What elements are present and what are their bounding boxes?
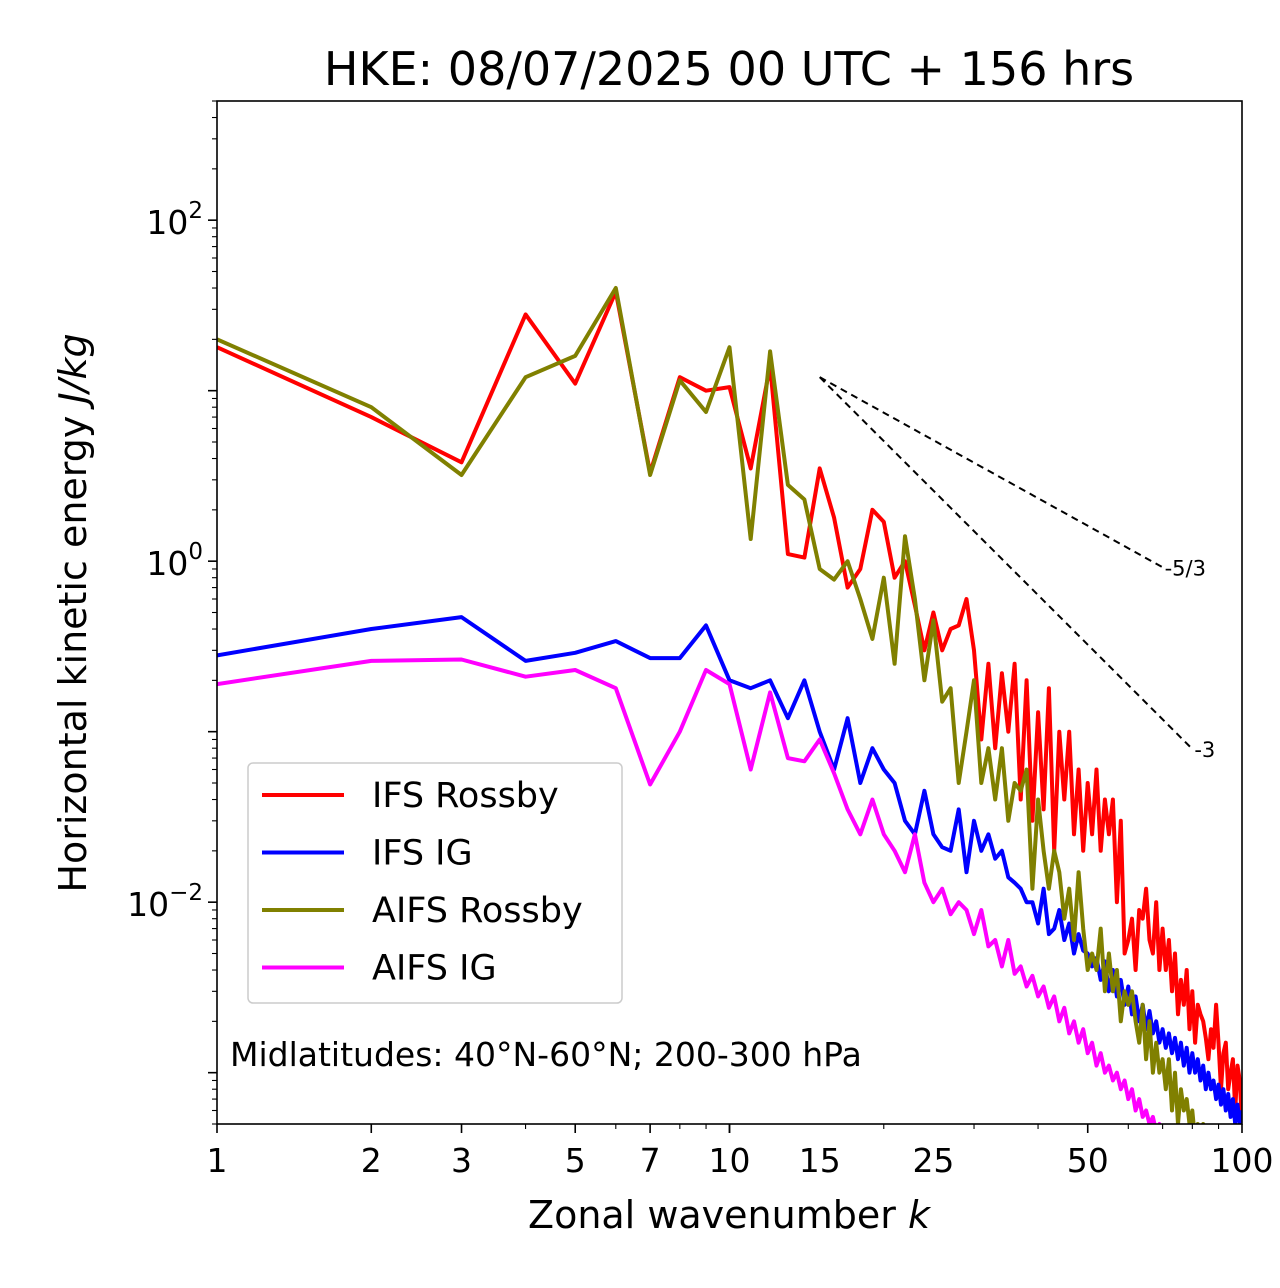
reference-slope-line bbox=[819, 376, 1194, 750]
y-tick-exponent: 0 bbox=[188, 539, 203, 565]
y-tick-base: 10 bbox=[146, 544, 188, 583]
chart-title: HKE: 08/07/2025 00 UTC + 156 hrs bbox=[324, 42, 1134, 96]
y-tick-label: 10−2 bbox=[127, 880, 203, 924]
y-axis-label: Horizontal kinetic energy J/kg bbox=[51, 333, 95, 892]
y-axis-label-unit: J/kg bbox=[51, 333, 95, 410]
region-annotation: Midlatitudes: 40°N-60°N; 200-300 hPa bbox=[230, 1035, 862, 1074]
reference-slope-label: -3 bbox=[1194, 738, 1215, 762]
x-tick-label: 100 bbox=[1211, 1141, 1274, 1180]
reference-slope-line bbox=[819, 376, 1164, 569]
x-tick-label: 50 bbox=[1067, 1141, 1109, 1180]
x-tick-label: 1 bbox=[207, 1141, 228, 1180]
reference-slope-label: -5/3 bbox=[1165, 556, 1206, 580]
x-axis-label: Zonal wavenumber k bbox=[528, 1193, 932, 1237]
legend-label: IFS Rossby bbox=[372, 776, 559, 816]
series-layer bbox=[217, 286, 1242, 1124]
plot-frame bbox=[216, 100, 1243, 1125]
y-tick-label: 100 bbox=[146, 539, 203, 583]
series-line-aifs-rossby bbox=[217, 286, 1206, 1124]
x-tick-label: 25 bbox=[912, 1141, 954, 1180]
y-tick-label: 102 bbox=[146, 198, 203, 242]
reference-lines: -5/3 -3 bbox=[819, 376, 1215, 762]
legend: IFS Rossby IFS IG AIFS Rossby AIFS IG bbox=[247, 762, 623, 1004]
legend-label: AIFS IG bbox=[372, 949, 497, 989]
series-line-aifs-ig bbox=[217, 657, 1162, 1124]
y-tick-base: 10 bbox=[127, 885, 169, 924]
x-tick-label: 10 bbox=[709, 1141, 751, 1180]
legend-label: IFS IG bbox=[372, 834, 473, 874]
x-axis-label-text: Zonal wavenumber bbox=[528, 1193, 908, 1237]
x-axis-label-var: k bbox=[908, 1193, 932, 1237]
x-tick-label: 5 bbox=[565, 1141, 586, 1180]
y-axis-label-text: Horizontal kinetic energy bbox=[51, 404, 95, 893]
x-tick-label: 7 bbox=[640, 1141, 661, 1180]
y-tick-base: 10 bbox=[146, 203, 188, 242]
x-tick-label: 15 bbox=[799, 1141, 841, 1180]
legend-box bbox=[247, 762, 623, 1004]
x-tick-label: 2 bbox=[361, 1141, 382, 1180]
y-tick-exponent: 2 bbox=[188, 198, 203, 224]
y-tick-exponent: −2 bbox=[169, 880, 203, 906]
legend-label: AIFS Rossby bbox=[372, 891, 583, 931]
x-tick-label: 3 bbox=[451, 1141, 472, 1180]
